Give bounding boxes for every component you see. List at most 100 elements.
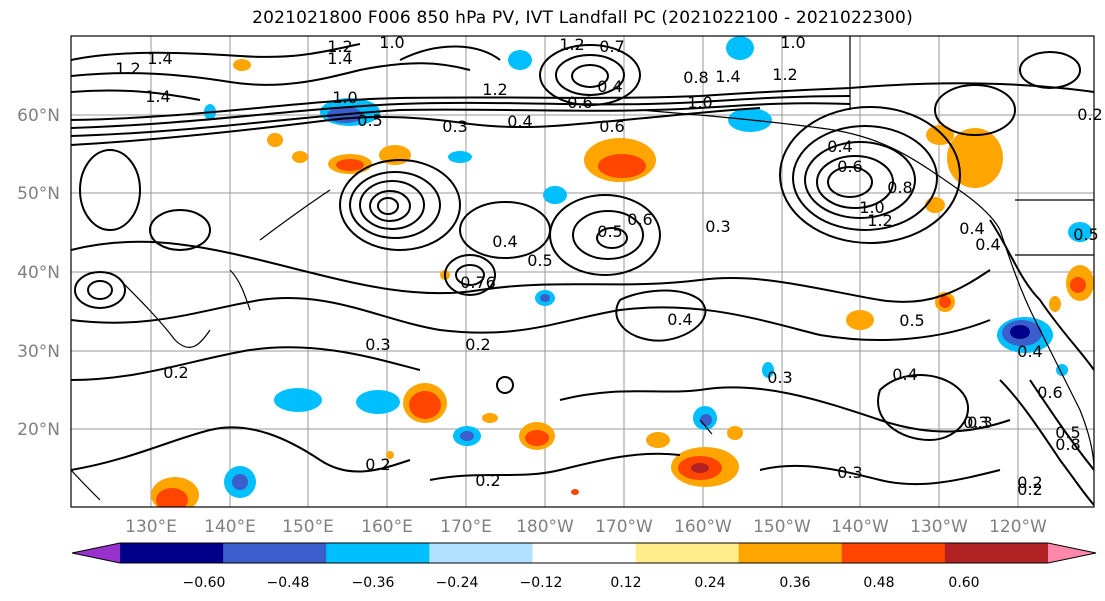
contour-label: 0.5 — [1073, 225, 1098, 244]
contour-label: 0.8 — [1055, 435, 1080, 454]
contour-label: 1.2 — [867, 211, 892, 230]
contour-label: 1.0 — [379, 33, 404, 52]
lon-label: 180°W — [516, 517, 574, 537]
contour-label: 0.7 — [599, 37, 624, 56]
contour-label: 0.3 — [365, 335, 390, 354]
contour-label: 0.5 — [527, 251, 552, 270]
contour-label: 0.4 — [597, 77, 622, 96]
contour-label: 0.2 — [163, 363, 188, 382]
colorbar-segment — [120, 543, 224, 563]
colorbar-segment — [944, 543, 1049, 563]
contour-label: 0.8 — [887, 178, 912, 197]
colorbar-tick-label: −0.12 — [520, 575, 563, 591]
contour-label: 0.4 — [959, 219, 984, 238]
contour-label: 1.2 — [327, 37, 352, 56]
colorbar-tick-label: −0.36 — [352, 575, 395, 591]
contour-label: 1.2 — [482, 80, 507, 99]
pv-contours — [71, 43, 1094, 506]
contour-label: 0.5 — [597, 222, 622, 241]
contour-label: 0.3 — [442, 117, 467, 136]
contour-label: 1.4 — [327, 49, 352, 68]
contour-label: 0.4 — [492, 232, 517, 251]
contour-label: 0.3 — [963, 413, 988, 432]
colorbar-segment — [738, 543, 843, 563]
lon-label: 160°E — [361, 517, 413, 537]
contour-label: 0.2 — [1017, 480, 1042, 499]
contour-label: 0.4 — [667, 310, 692, 329]
contour-label: 0.6 — [567, 93, 592, 112]
map-border — [70, 35, 1095, 508]
contour-label: 0.76 — [460, 273, 496, 292]
contour-labels: 1.41.21.21.41.41.01.01.2 0.70.40.60.41.21… — [115, 33, 1102, 499]
lon-label: 170°W — [595, 517, 653, 537]
contour-label: 0.2 — [465, 335, 490, 354]
lat-label: 50°N — [17, 184, 60, 204]
contour-label: 1.0 — [859, 198, 884, 217]
colorbar-segment — [72, 543, 120, 563]
contour-label: 1.2 — [772, 65, 797, 84]
lat-label: 40°N — [17, 263, 60, 283]
longitude-labels: 130°E 140°E 150°E 160°E 170°E 180°W 170°… — [125, 517, 1047, 537]
lon-label: 170°E — [440, 517, 492, 537]
colorbar-tick-label: 0.60 — [948, 575, 979, 591]
contour-label: 0.5 — [899, 311, 924, 330]
contour-label: 0.2 — [475, 471, 500, 490]
lon-label: 130°E — [125, 517, 177, 537]
contour-label: 0.2 — [1077, 105, 1102, 124]
colorbar-segment — [326, 543, 430, 563]
contour-label: 0.4 — [1017, 342, 1042, 361]
colorbar-segment — [429, 543, 533, 563]
lon-label: 120°W — [989, 517, 1047, 537]
contour-label: 1.0 — [687, 93, 712, 112]
lon-label: 160°W — [674, 517, 732, 537]
contour-label: 0.3 — [767, 368, 792, 387]
contour-label: 0.4 — [975, 235, 1000, 254]
lat-label: 60°N — [17, 106, 60, 126]
colorbar-tick-label: 0.24 — [694, 575, 725, 591]
contour-label: 0.8 — [683, 68, 708, 87]
colorbar-segment — [223, 543, 327, 563]
colorbar-segment — [532, 543, 637, 563]
colorbar-tick-label: −0.24 — [436, 575, 479, 591]
contour-label: 0.6 — [837, 157, 862, 176]
contour-label: 1.4 — [145, 87, 170, 106]
colorbar-segment — [1048, 543, 1096, 563]
contour-label: 1.4 — [715, 67, 740, 86]
colorbar-segment — [635, 543, 740, 563]
contour-label: 0.4 — [507, 112, 532, 131]
lat-label: 30°N — [17, 342, 60, 362]
lon-label: 130°W — [910, 517, 968, 537]
contour-label: 0.4 — [892, 365, 917, 384]
contour-label: 1.0 — [780, 33, 805, 52]
colorbar-outline — [71, 542, 1097, 564]
lat-label: 20°N — [17, 420, 60, 440]
contour-label: 0.3 — [967, 413, 992, 432]
colorbar — [71, 542, 1097, 564]
contour-label: 0.6 — [599, 117, 624, 136]
lon-label: 140°W — [831, 517, 889, 537]
colorbar-tick-label: 0.48 — [863, 575, 894, 591]
contour-label: 0.2 — [365, 455, 390, 474]
colorbar-tick-label: −0.60 — [183, 575, 226, 591]
contour-label: 1.0 — [332, 88, 357, 107]
contour-label: 0.2 — [1017, 473, 1042, 492]
contour-label: 0.3 — [705, 217, 730, 236]
contour-label: 0.4 — [827, 137, 852, 156]
contour-label: 0.3 — [837, 463, 862, 482]
contour-label: 0.5 — [1055, 423, 1080, 442]
contour-label: 1.2 — [115, 59, 140, 78]
latitude-labels: 60°N 50°N 40°N 30°N 20°N — [17, 106, 60, 440]
map-title: 2021021800 F006 850 hPa PV, IVT Landfall… — [252, 8, 913, 28]
colorbar-tick-label: −0.48 — [267, 575, 310, 591]
lon-label: 150°W — [753, 517, 811, 537]
contour-label: 0.6 — [627, 210, 652, 229]
colorbar-tick-label: 0.36 — [779, 575, 810, 591]
colorbar-ticks: −0.60 −0.48 −0.36 −0.24 −0.12 0.12 0.24 … — [183, 575, 980, 591]
colorbar-segment — [841, 543, 946, 563]
colorbar-tick-label: 0.12 — [610, 575, 641, 591]
contour-label: 0.6 — [1037, 383, 1062, 402]
contour-label: 0.5 — [357, 111, 382, 130]
contour-label: 1.4 — [147, 49, 172, 68]
lon-label: 140°E — [204, 517, 256, 537]
